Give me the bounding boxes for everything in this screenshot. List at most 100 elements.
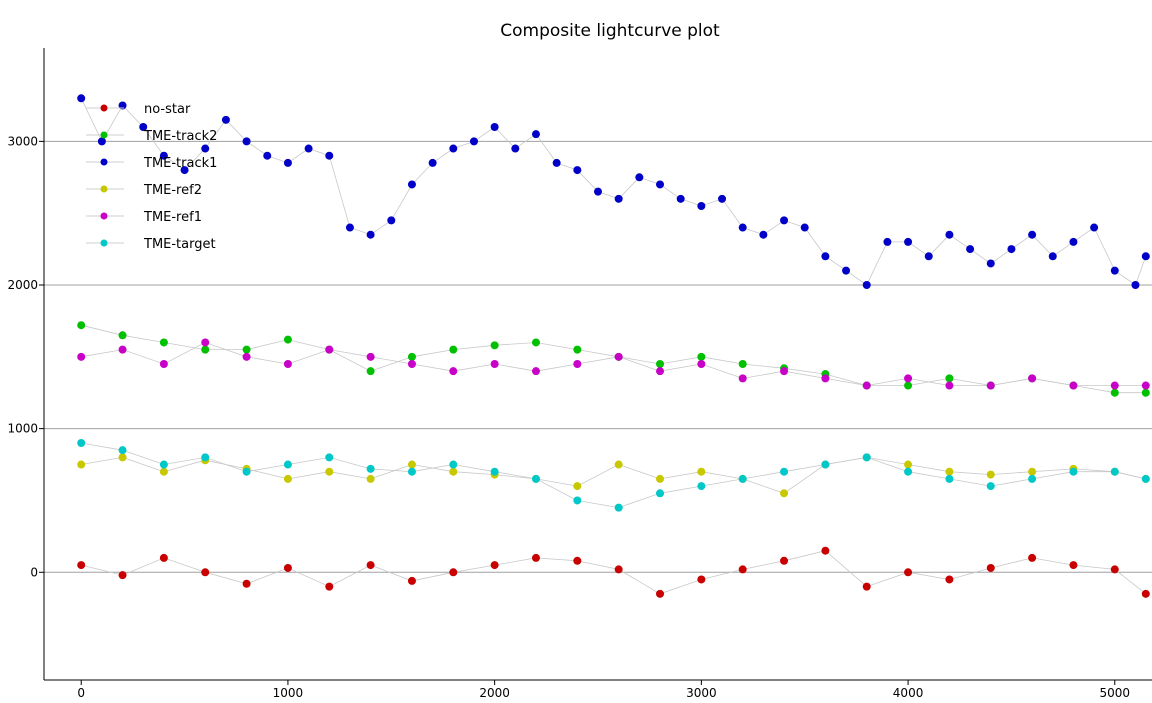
data-point-TME-track1 xyxy=(1007,245,1016,254)
data-point-TME-track1 xyxy=(573,166,582,175)
data-point-TME-ref2 xyxy=(1028,467,1037,476)
data-point-no-star xyxy=(366,561,375,570)
data-point-no-star xyxy=(697,575,706,584)
data-point-TME-track2 xyxy=(242,345,251,354)
y-tick-label: 3000 xyxy=(7,134,38,148)
data-point-TME-target xyxy=(77,439,86,447)
legend-item-TME-target: TME-target xyxy=(86,237,216,252)
data-point-no-star xyxy=(159,553,168,562)
data-point-TME-target xyxy=(780,467,789,476)
data-point-TME-target xyxy=(862,453,871,462)
data-point-no-star xyxy=(490,561,499,570)
data-point-TME-track1 xyxy=(924,252,933,261)
data-point-TME-track2 xyxy=(366,367,375,376)
data-point-TME-ref1 xyxy=(407,360,416,368)
legend-marker xyxy=(100,131,108,139)
data-point-TME-track1 xyxy=(759,230,768,239)
data-point-TME-ref2 xyxy=(118,453,127,462)
legend-item-no-star: no-star xyxy=(86,102,191,117)
data-point-no-star xyxy=(862,582,871,591)
data-point-TME-track1 xyxy=(449,144,458,153)
data-point-TME-target xyxy=(407,467,416,476)
data-point-TME-ref1 xyxy=(904,374,913,383)
data-point-TME-track1 xyxy=(428,158,437,167)
data-point-TME-track1 xyxy=(1141,252,1150,261)
data-point-TME-track1 xyxy=(697,202,706,210)
data-point-TME-ref2 xyxy=(366,474,375,483)
data-point-TME-ref1 xyxy=(780,367,789,376)
data-point-TME-track2 xyxy=(945,374,954,383)
data-point-TME-target xyxy=(1141,474,1150,483)
data-point-TME-track1 xyxy=(180,166,189,175)
data-point-TME-ref2 xyxy=(697,467,706,476)
data-point-TME-ref1 xyxy=(821,374,830,383)
series-line-TME-ref2 xyxy=(81,456,1146,494)
data-point-TME-ref1 xyxy=(573,360,582,368)
data-point-no-star xyxy=(449,568,458,577)
data-points xyxy=(77,94,1150,598)
data-point-no-star xyxy=(986,563,995,572)
data-point-TME-track1 xyxy=(283,158,292,167)
legend-label: TME-ref2 xyxy=(143,183,202,198)
legend-item-TME-ref1: TME-ref1 xyxy=(86,210,202,225)
data-point-TME-track1 xyxy=(139,123,148,131)
data-point-TME-ref1 xyxy=(531,367,540,376)
data-point-TME-ref2 xyxy=(159,467,168,476)
data-point-TME-track1 xyxy=(201,144,210,153)
data-point-no-star xyxy=(656,589,665,598)
data-point-TME-ref1 xyxy=(945,381,954,390)
data-point-TME-track1 xyxy=(242,137,251,146)
data-point-TME-track2 xyxy=(738,360,747,368)
data-point-no-star xyxy=(945,575,954,584)
data-point-TME-ref1 xyxy=(1141,381,1150,390)
data-point-TME-track1 xyxy=(387,216,396,225)
data-point-no-star xyxy=(531,553,540,562)
data-point-TME-track1 xyxy=(345,223,354,232)
data-point-TME-track1 xyxy=(945,230,954,239)
data-point-TME-track1 xyxy=(531,130,540,139)
data-point-TME-track1 xyxy=(718,194,727,203)
data-point-TME-track1 xyxy=(1048,252,1057,261)
data-point-TME-track1 xyxy=(842,266,851,275)
data-point-TME-track1 xyxy=(676,194,685,203)
data-point-TME-track1 xyxy=(1090,223,1099,232)
data-point-no-star xyxy=(77,561,86,570)
data-point-no-star xyxy=(780,556,789,565)
data-point-TME-target xyxy=(986,482,995,491)
data-point-TME-track1 xyxy=(780,216,789,225)
gridlines xyxy=(44,140,1152,573)
data-point-TME-ref1 xyxy=(77,352,86,361)
y-tick-label: 0 xyxy=(30,565,38,579)
data-point-TME-ref2 xyxy=(904,460,913,469)
data-point-TME-target xyxy=(118,446,127,455)
data-point-TME-ref2 xyxy=(780,489,789,498)
data-point-TME-track1 xyxy=(904,237,913,246)
legend: no-star TME-track2 TME-track1 TME-ref2 TME-r… xyxy=(86,102,217,252)
data-point-no-star xyxy=(1069,561,1078,570)
y-tick-label: 2000 xyxy=(7,278,38,292)
data-point-no-star xyxy=(904,568,913,577)
data-point-TME-ref1 xyxy=(325,345,334,354)
x-tick-label: 2000 xyxy=(479,686,510,700)
legend-label: no-star xyxy=(144,102,191,117)
data-point-TME-ref1 xyxy=(201,338,210,347)
data-point-TME-ref1 xyxy=(697,360,706,368)
data-point-TME-track1 xyxy=(594,187,602,196)
data-point-no-star xyxy=(821,546,830,555)
data-point-TME-target xyxy=(1110,467,1119,476)
data-point-TME-target xyxy=(697,482,706,491)
legend-item-TME-ref2: TME-ref2 xyxy=(86,183,202,198)
data-point-TME-target xyxy=(283,460,292,469)
legend-marker xyxy=(100,212,108,220)
data-point-TME-ref2 xyxy=(283,474,292,483)
legend-item-TME-track1: TME-track1 xyxy=(86,156,217,171)
axes: 0 1000 2000 3000 0 1000 2000 3000 4000 5000 xyxy=(7,48,1152,700)
data-point-TME-track1 xyxy=(966,245,975,254)
legend-marker xyxy=(100,158,108,166)
data-point-TME-track1 xyxy=(159,151,168,160)
data-point-no-star xyxy=(242,579,251,588)
data-point-TME-track1 xyxy=(366,230,375,239)
data-point-no-star xyxy=(1141,589,1150,598)
data-point-TME-ref2 xyxy=(407,460,416,469)
data-point-TME-ref2 xyxy=(325,467,334,476)
